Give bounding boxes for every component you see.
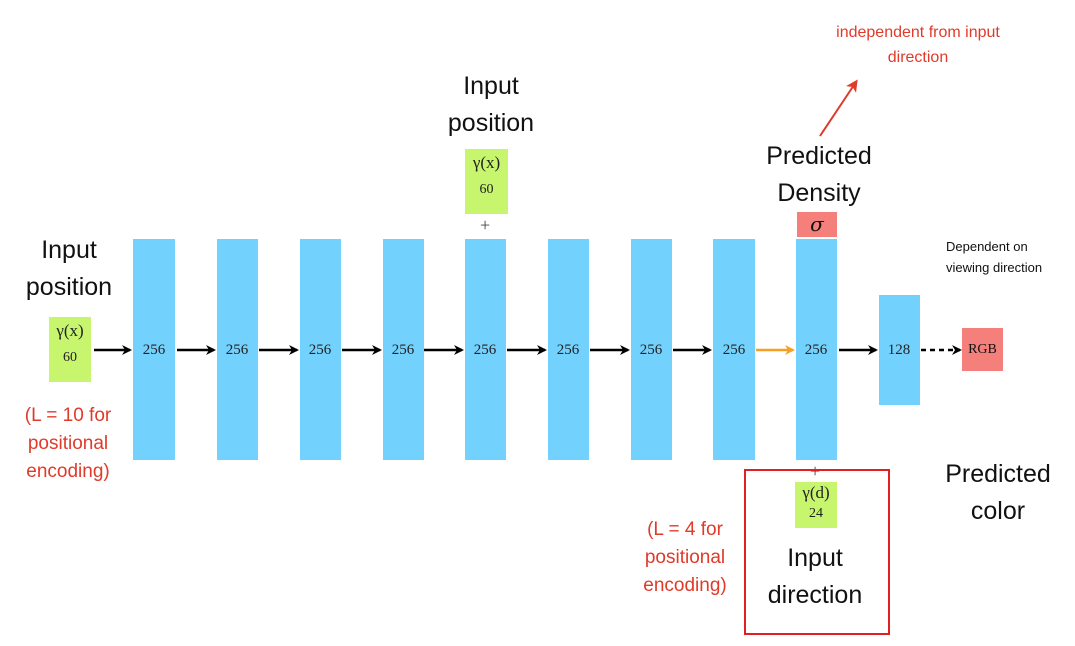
layer-6-label: 256 — [550, 342, 586, 358]
predicted-color-title: Predicted color — [932, 456, 1064, 530]
gamma-x-symbol: γ(x) — [56, 321, 84, 340]
input-position-left-title: Input position — [10, 232, 128, 306]
title-line: position — [447, 109, 535, 137]
sigma-symbol: σ — [810, 212, 824, 236]
title-line: color — [970, 497, 1026, 525]
layer-4-label: 256 — [385, 342, 421, 358]
gamma-x-dim: 60 — [63, 350, 77, 365]
title-line: Predicted — [766, 142, 872, 170]
note-line: encoding) — [643, 575, 727, 596]
note-line: (L = 4 for — [647, 519, 723, 540]
note-line: direction — [887, 49, 949, 66]
layer-1-label: 256 — [136, 342, 172, 358]
gamma-x-dim: 60 — [479, 182, 494, 197]
note-line: independent from input — [836, 24, 1000, 41]
l4-note: (L = 4 for positional encoding) — [624, 516, 746, 600]
note-line: Dependent on — [946, 239, 1028, 254]
title-line: Input — [787, 544, 843, 572]
layer-7-label: 256 — [633, 342, 669, 358]
input-direction-title: Input direction — [748, 540, 882, 614]
rgb-label: RGB — [968, 342, 997, 357]
gamma-d-dim: 24 — [809, 506, 823, 521]
gamma-x-input-top: γ(x) 60 — [465, 149, 508, 214]
dependent-note: Dependent on viewing direction — [946, 236, 1074, 278]
input-position-top-title: Input position — [432, 68, 550, 142]
layer-10-label: 128 — [881, 342, 917, 358]
note-line: positional — [644, 547, 726, 568]
note-line: viewing direction — [946, 260, 1043, 275]
gamma-d-symbol: γ(d) — [802, 483, 830, 502]
input-direction-highlight-box — [744, 469, 890, 635]
sigma-output: σ — [797, 212, 837, 237]
l10-note: (L = 10 for positional encoding) — [8, 402, 128, 486]
red-annotation-arrow — [819, 79, 858, 137]
note-line: (L = 10 for — [24, 405, 112, 426]
rgb-output: RGB — [962, 328, 1003, 371]
note-line: positional — [27, 433, 109, 454]
independent-note: independent from input direction — [800, 20, 1036, 70]
title-line: direction — [767, 581, 863, 609]
note-line: encoding) — [26, 461, 110, 482]
gamma-x-symbol: γ(x) — [472, 153, 501, 172]
layer-9-label: 256 — [798, 342, 834, 358]
title-line: position — [25, 273, 113, 301]
title-line: Input — [463, 72, 519, 100]
plus-top: + — [480, 215, 491, 235]
layer-2-label: 256 — [219, 342, 255, 358]
title-line: Density — [777, 179, 861, 207]
layer-3-label: 256 — [302, 342, 338, 358]
title-line: Input — [41, 236, 97, 264]
layer-5-label: 256 — [467, 342, 503, 358]
gamma-x-input-left: γ(x) 60 — [49, 317, 91, 382]
predicted-density-title: Predicted Density — [754, 138, 884, 212]
layer-8-label: 256 — [716, 342, 752, 358]
title-line: Predicted — [945, 460, 1051, 488]
gamma-d-input: γ(d) 24 — [795, 482, 837, 528]
plus-bottom: + — [810, 461, 821, 481]
